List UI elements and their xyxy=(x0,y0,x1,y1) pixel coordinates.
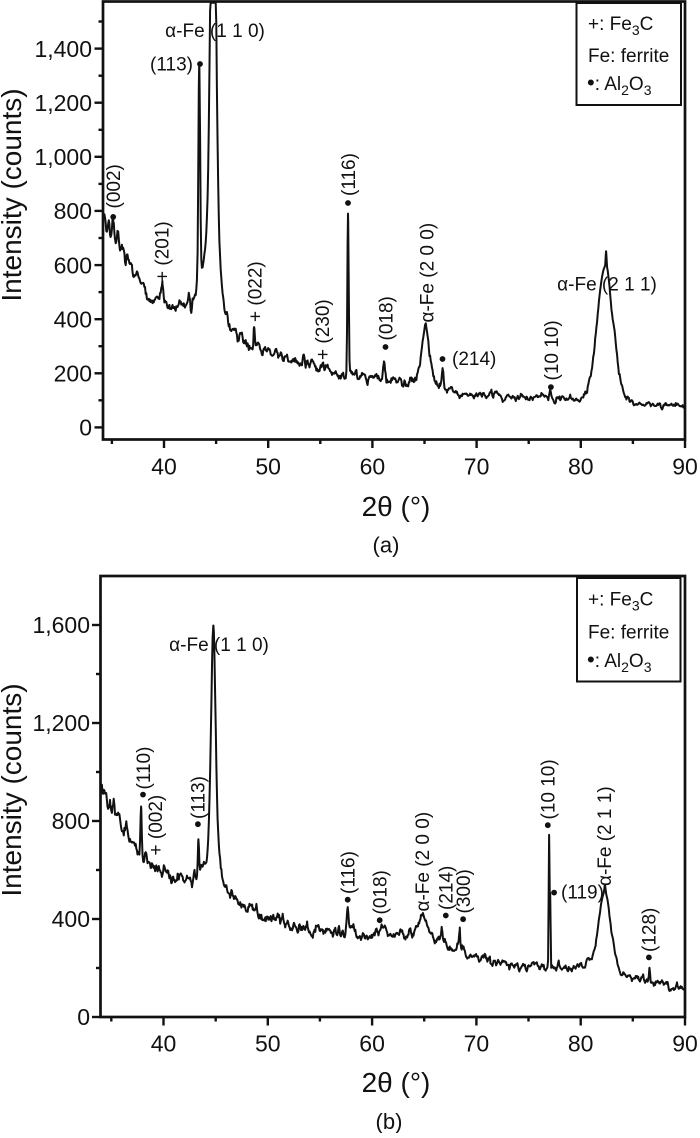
svg-text:+ (201): + (201) xyxy=(153,221,174,282)
svg-text:(b): (b) xyxy=(376,1109,403,1133)
svg-text:(119): (119) xyxy=(561,883,604,904)
svg-text:40: 40 xyxy=(151,454,177,480)
svg-text:Intensity (counts): Intensity (counts) xyxy=(0,683,27,896)
svg-text:+ (022): + (022) xyxy=(246,261,267,322)
svg-text:800: 800 xyxy=(54,198,92,224)
svg-text:Fe: ferrite: Fe: ferrite xyxy=(588,46,669,67)
svg-text:200: 200 xyxy=(54,361,92,387)
svg-text:+ (230): + (230) xyxy=(313,299,334,360)
svg-text:(a): (a) xyxy=(373,533,400,558)
svg-text:40: 40 xyxy=(151,1031,177,1057)
svg-text:(10 10): (10 10) xyxy=(539,759,560,819)
svg-text:90: 90 xyxy=(672,454,698,480)
svg-text:(002): (002) xyxy=(104,164,125,208)
svg-text:(128): (128) xyxy=(640,908,661,952)
svg-text:60: 60 xyxy=(359,1031,385,1057)
svg-text:1,000: 1,000 xyxy=(34,144,92,170)
svg-text:(113): (113) xyxy=(189,776,210,819)
svg-text:α-Fe (2 0 0): α-Fe (2 0 0) xyxy=(413,812,434,912)
svg-text:1,200: 1,200 xyxy=(32,710,90,736)
svg-text:1,200: 1,200 xyxy=(34,90,92,116)
svg-text:50: 50 xyxy=(255,454,281,480)
svg-text:(300): (300) xyxy=(454,869,475,913)
svg-text:+ (002): + (002) xyxy=(146,795,167,856)
svg-text:+: Fe3C: +: Fe3C xyxy=(588,590,653,614)
svg-text:80: 80 xyxy=(568,454,594,480)
svg-text:α-Fe (1 1 0): α-Fe (1 1 0) xyxy=(169,635,269,656)
svg-text:1,400: 1,400 xyxy=(34,36,92,62)
svg-text:400: 400 xyxy=(52,906,90,932)
svg-text:2θ (°): 2θ (°) xyxy=(362,491,431,522)
svg-text:1,600: 1,600 xyxy=(32,612,90,638)
svg-text:(018): (018) xyxy=(371,870,392,914)
svg-text:60: 60 xyxy=(360,454,386,480)
svg-text:90: 90 xyxy=(672,1031,698,1057)
svg-text:(113): (113) xyxy=(150,55,193,76)
svg-text:(116): (116) xyxy=(339,851,360,894)
svg-text:α-Fe (2 1 1): α-Fe (2 1 1) xyxy=(557,275,657,296)
svg-text:70: 70 xyxy=(464,1031,490,1057)
svg-text:(10 10): (10 10) xyxy=(542,320,563,380)
svg-text:•: Al2O3: •: Al2O3 xyxy=(587,70,652,98)
svg-text:+: Fe3C: +: Fe3C xyxy=(588,14,653,38)
svg-text:(018): (018) xyxy=(376,296,397,340)
svg-text:50: 50 xyxy=(255,1031,281,1057)
svg-text:•: Al2O3: •: Al2O3 xyxy=(587,647,652,675)
svg-text:α-Fe (2 0 0): α-Fe (2 0 0) xyxy=(417,223,438,323)
svg-text:(214): (214) xyxy=(437,866,458,910)
svg-text:800: 800 xyxy=(52,808,90,834)
svg-text:(214): (214) xyxy=(452,349,496,370)
svg-text:α-Fe (1 1 0): α-Fe (1 1 0) xyxy=(165,21,265,42)
svg-text:(116): (116) xyxy=(339,153,360,196)
svg-text:400: 400 xyxy=(54,306,92,332)
svg-text:Fe: ferrite: Fe: ferrite xyxy=(588,623,669,644)
svg-text:70: 70 xyxy=(464,454,490,480)
svg-text:0: 0 xyxy=(77,1004,90,1030)
svg-text:Intensity (counts): Intensity (counts) xyxy=(0,88,27,301)
svg-text:80: 80 xyxy=(568,1031,594,1057)
svg-text:α-Fe (2 1 1): α-Fe (2 1 1) xyxy=(595,786,616,886)
svg-text:(110): (110) xyxy=(134,747,155,790)
svg-text:600: 600 xyxy=(54,252,92,278)
svg-text:0: 0 xyxy=(79,415,92,441)
svg-text:2θ (°): 2θ (°) xyxy=(362,1067,431,1098)
